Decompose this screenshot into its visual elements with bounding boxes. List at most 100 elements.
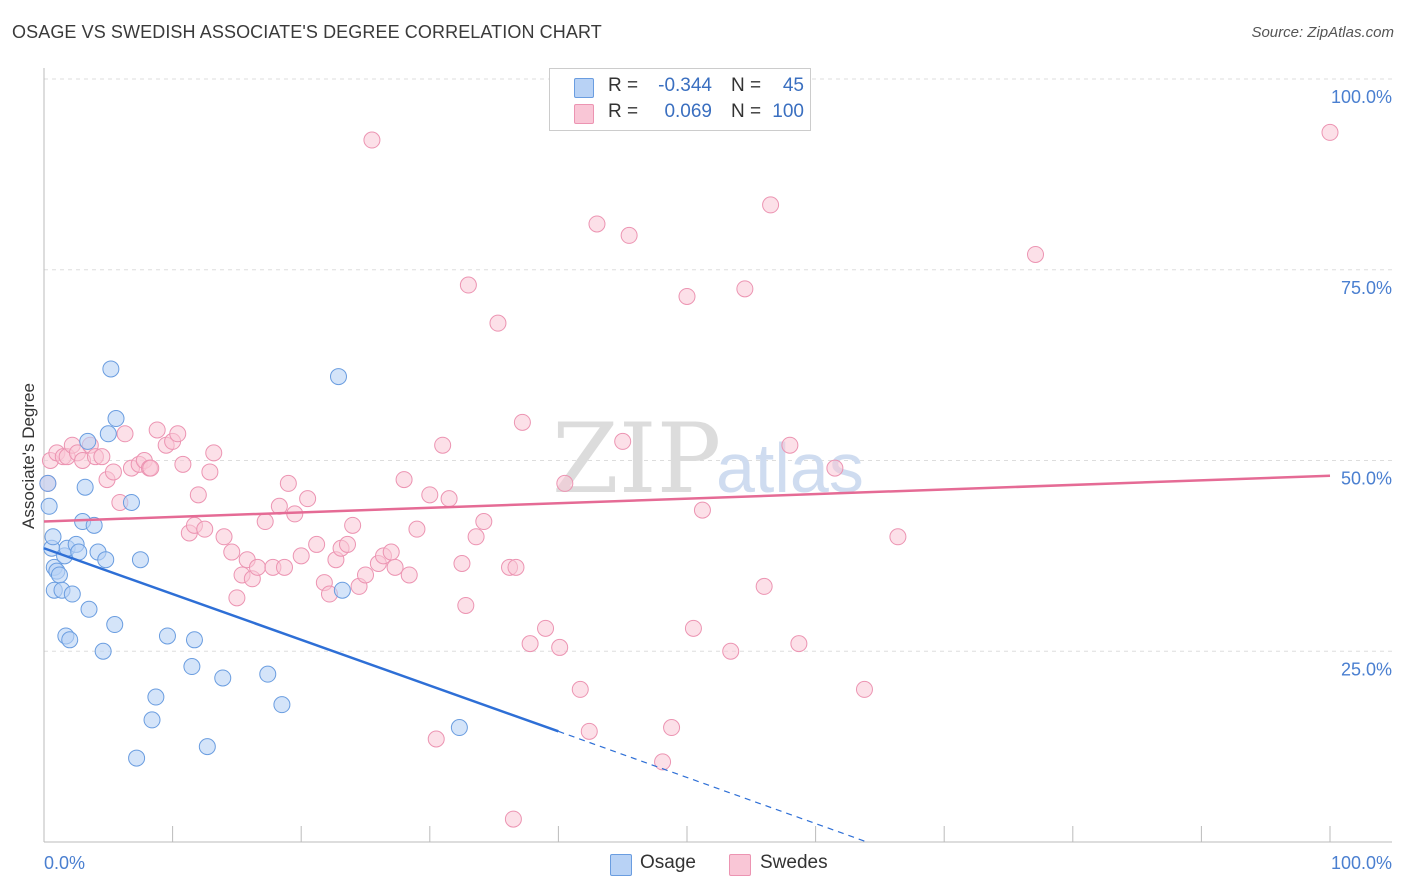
swedes-point — [654, 753, 672, 771]
osage-trend-extension — [558, 730, 868, 843]
osage-points — [39, 360, 468, 767]
swedes-point — [855, 680, 873, 698]
trend-lines — [43, 474, 1331, 843]
swedes-trend-line — [43, 474, 1331, 523]
swedes-point — [684, 619, 702, 637]
swedes-point — [781, 436, 799, 454]
swedes-point — [201, 463, 219, 481]
legend-n-value: 100 — [772, 101, 804, 122]
swedes-point — [467, 528, 485, 546]
osage-point — [63, 585, 81, 603]
y-tick-label: 75.0% — [1341, 278, 1392, 298]
osage-point — [44, 528, 62, 546]
swedes-point — [248, 558, 266, 576]
osage-point — [131, 551, 149, 569]
swedes-point — [292, 547, 310, 565]
swedes-point — [1027, 245, 1045, 263]
osage-point — [39, 474, 57, 492]
swedes-point — [427, 730, 445, 748]
osage-point — [333, 581, 351, 599]
swedes-point — [357, 566, 374, 584]
osage-point — [259, 665, 277, 683]
swedes-point — [521, 635, 539, 653]
swedes-point — [279, 474, 297, 492]
swedes-point — [256, 513, 274, 531]
swedes-point — [440, 490, 458, 508]
swedes-point — [421, 486, 439, 504]
y-tick-label: 50.0% — [1341, 469, 1392, 489]
swedes-point — [299, 490, 317, 508]
swedes-point — [104, 463, 122, 481]
y-tick-label: 25.0% — [1341, 659, 1392, 679]
swedes-point — [551, 638, 569, 656]
swedes-point — [400, 566, 418, 584]
swedes-point — [736, 280, 754, 298]
swedes-point — [580, 722, 598, 740]
osage-point — [122, 493, 140, 511]
osage-point — [97, 551, 115, 569]
swedes-point — [537, 619, 555, 637]
osage-point — [50, 566, 68, 584]
swedes-point — [142, 459, 160, 477]
swedes-point — [382, 543, 400, 561]
swedes-point — [507, 558, 525, 576]
swedes-point — [693, 501, 711, 519]
swedes-point — [386, 558, 404, 576]
swedes-point — [215, 528, 233, 546]
osage-point — [61, 631, 79, 649]
swedes-point — [489, 314, 507, 332]
x-tick-label: 100.0% — [1331, 853, 1392, 873]
chart-source: Source: ZipAtlas.com — [1251, 24, 1394, 41]
swedes-point — [116, 425, 134, 443]
legend-row-swedes: R = 0.069 N = 100 — [550, 101, 810, 127]
swedes-swatch — [574, 104, 594, 124]
series-legend: Osage Swedes — [0, 850, 1406, 880]
swedes-point — [513, 413, 531, 431]
swedes-point — [588, 215, 606, 233]
swedes-point — [228, 589, 246, 607]
swedes-point — [93, 448, 111, 466]
swedes-point — [457, 596, 475, 614]
swedes-legend-swatch — [729, 854, 751, 876]
swedes-point — [174, 455, 192, 473]
osage-point — [183, 658, 201, 676]
swedes-point — [755, 577, 773, 595]
osage-legend-swatch — [610, 854, 632, 876]
legend-row-osage: R = -0.344 N = 45 — [550, 75, 810, 101]
osage-point — [80, 600, 98, 618]
swedes-point — [344, 516, 362, 534]
swedes-point — [762, 196, 780, 214]
osage-point — [102, 360, 120, 378]
chart-title: OSAGE VS SWEDISH ASSOCIATE'S DEGREE CORR… — [12, 22, 602, 42]
swedes-point — [722, 642, 740, 660]
swedes-point — [338, 535, 356, 553]
osage-point — [107, 410, 125, 428]
swedes-point — [275, 558, 293, 576]
osage-point — [143, 711, 161, 729]
swedes-point — [678, 287, 696, 305]
swedes-point — [408, 520, 426, 538]
swedes-point — [620, 226, 638, 244]
swedes-point — [1321, 123, 1339, 141]
legend-r-value: 0.069 — [664, 101, 712, 122]
tick-labels: 100.0% 75.0% 50.0% 25.0% 0.0% 100.0% — [44, 87, 1392, 873]
swedes-point — [148, 421, 166, 439]
swedes-point — [395, 471, 413, 489]
osage-point — [273, 696, 291, 714]
y-axis-label: Associate's Degree — [19, 383, 38, 529]
osage-point — [85, 516, 103, 534]
osage-point — [329, 368, 347, 386]
osage-point — [147, 688, 165, 706]
legend-n-label: N = — [731, 75, 762, 96]
osage-point — [128, 749, 146, 767]
osage-point — [76, 478, 94, 496]
swedes-point — [223, 543, 241, 561]
x-tick-label: 0.0% — [44, 853, 85, 873]
swedes-point — [556, 474, 574, 492]
swedes-point — [453, 555, 471, 573]
watermark-zip: ZIP — [552, 403, 721, 515]
correlation-legend: R = -0.344 N = 45 R = 0.069 N = 100 — [549, 68, 811, 131]
swedes-point — [663, 719, 681, 737]
legend-n-value: 45 — [782, 75, 804, 96]
